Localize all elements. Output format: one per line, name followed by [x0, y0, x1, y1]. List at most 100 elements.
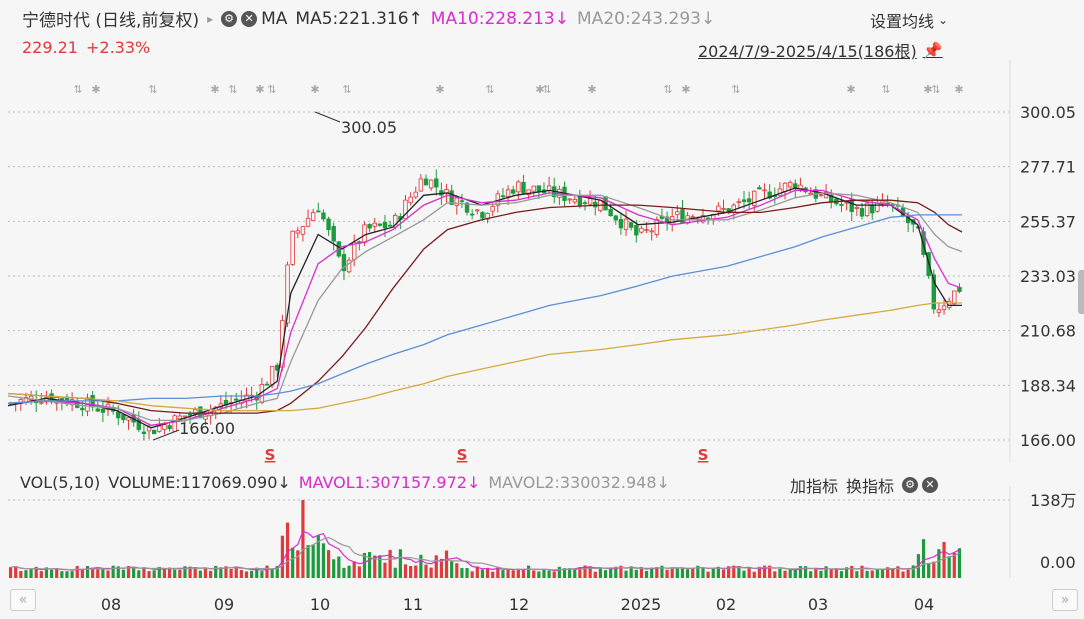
volume-bar — [798, 566, 803, 578]
volume-bar — [234, 566, 238, 578]
volume-bar — [373, 555, 377, 578]
event-marker-icon: ✱ — [587, 83, 596, 96]
candle — [387, 224, 393, 227]
event-marker-icon: ⇅ — [542, 83, 551, 96]
mavol1-arrow-icon: ↓ — [466, 473, 481, 492]
volume-bar — [291, 547, 295, 578]
candle — [403, 199, 408, 220]
volume-bar — [55, 567, 59, 578]
volume-bar — [619, 565, 623, 578]
volume-bar — [419, 554, 423, 578]
volume-bar — [367, 552, 372, 578]
volume-bar — [157, 566, 161, 578]
gear-icon[interactable]: ⚙ — [902, 477, 919, 493]
volume-tick-label: 138万 — [1030, 491, 1077, 510]
candle — [39, 401, 44, 404]
volume-bar — [896, 566, 900, 578]
volume-bar — [378, 555, 382, 578]
volume-ma-line — [10, 536, 960, 571]
candle — [782, 182, 788, 192]
candle — [269, 366, 275, 385]
volume-tick-label: 0.00 — [1040, 553, 1076, 572]
volume-bar — [306, 545, 310, 578]
candle — [428, 179, 434, 189]
y-tick-label: 188.34 — [1020, 376, 1076, 395]
candle — [808, 192, 813, 195]
candle — [182, 415, 188, 418]
title-dropdown-icon[interactable]: ▸ — [207, 11, 214, 26]
ma20-arrow-icon: ↓ — [700, 8, 716, 29]
event-marker-icon: ⇅ — [663, 83, 672, 96]
volume-bar — [111, 565, 115, 578]
volume-bar — [424, 564, 428, 578]
signal-marker-icon: S — [265, 446, 276, 464]
volume-bar — [203, 568, 208, 578]
pin-icon[interactable]: 📌 — [922, 40, 943, 60]
candle — [485, 213, 490, 220]
add-indicator-button[interactable]: 加指标 — [790, 477, 839, 496]
candle — [870, 204, 875, 214]
volume-bar — [65, 571, 69, 578]
event-marker-icon: ⇅ — [267, 83, 276, 96]
volume-bar — [439, 558, 444, 578]
candle — [100, 408, 106, 413]
volume-bar — [762, 565, 767, 578]
candle — [608, 209, 613, 217]
volume-bar — [793, 569, 797, 578]
volume-bar — [921, 539, 926, 578]
candle — [690, 216, 695, 219]
candle — [649, 230, 654, 233]
close-icon[interactable]: ✕ — [922, 477, 939, 493]
gear-icon[interactable]: ⚙ — [221, 10, 238, 27]
volume-bar — [691, 568, 695, 578]
candle — [736, 201, 742, 204]
volume-bar — [96, 568, 100, 578]
scroll-right-button[interactable]: » — [1052, 589, 1078, 611]
close-icon[interactable]: ✕ — [241, 10, 258, 27]
candle — [377, 223, 383, 226]
stock-title[interactable]: 宁德时代 (日线,前复权) — [22, 11, 200, 31]
mavol2-label: MAVOL2:330032.948 — [488, 473, 657, 492]
event-marker-icon: ✱ — [681, 83, 690, 96]
volume-ma-line — [10, 530, 960, 572]
volume-bar — [547, 570, 551, 578]
event-marker-icon: ⇅ — [228, 83, 237, 96]
volume-bar — [24, 570, 28, 578]
ma20-label: MA20:243.293 — [577, 8, 701, 29]
volume-bar — [285, 522, 290, 578]
annotation-arrow — [314, 111, 341, 123]
candle — [762, 189, 767, 192]
candle — [952, 290, 957, 305]
date-range-label: 2024/7/9-2025/4/15(186根) — [698, 42, 917, 61]
ma-line-ma60 — [7, 199, 963, 414]
volume-bar — [280, 535, 285, 578]
ma-settings[interactable]: 设置均线 ⌄ — [870, 8, 948, 32]
volume-bar — [357, 566, 361, 578]
volume-bar — [516, 569, 520, 578]
volume-chart[interactable]: 138万 0.00 08 09 10 11 12 2025 02 03 04 — [0, 466, 1084, 616]
candle — [654, 219, 660, 235]
sidebar-expand-handle[interactable] — [1078, 270, 1084, 314]
date-range[interactable]: 2024/7/9-2025/4/15(186根) 📌 — [698, 38, 943, 62]
volume-arrow-icon: ↓ — [277, 473, 291, 492]
volume-bar — [147, 571, 151, 578]
price-row: 229.21 +2.33% — [22, 38, 150, 57]
candle — [418, 178, 424, 192]
volume-bar — [398, 549, 402, 578]
volume-bar — [178, 569, 182, 578]
volume-bar — [901, 571, 905, 578]
volume-bar — [783, 570, 787, 578]
volume-bar — [773, 571, 777, 578]
swap-indicator-button[interactable]: 换指标 — [846, 477, 895, 496]
candle — [141, 431, 147, 434]
scroll-left-button[interactable]: « — [10, 589, 36, 611]
ma10-arrow-icon: ↓ — [554, 8, 570, 29]
x-tick-label: 03 — [808, 595, 828, 614]
candle — [675, 211, 680, 216]
volume-bar — [173, 569, 177, 578]
candle — [644, 229, 649, 232]
volume-bar — [362, 552, 367, 578]
volume-bar — [485, 567, 490, 578]
candle — [167, 425, 172, 430]
